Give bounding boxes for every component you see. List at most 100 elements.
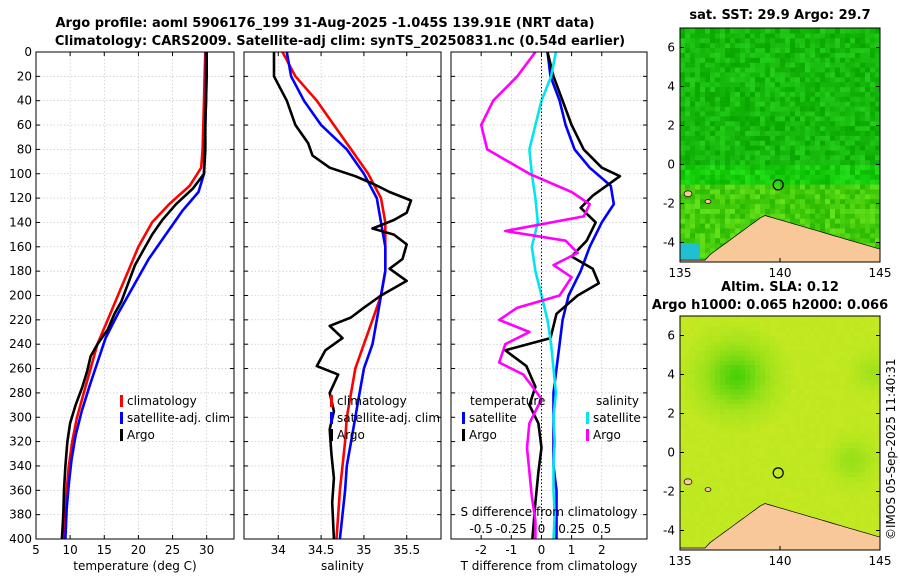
map-cell <box>845 413 851 419</box>
map-cell <box>805 369 811 376</box>
map-cell <box>750 81 756 88</box>
map-cell <box>760 345 766 351</box>
map-cell <box>740 57 746 63</box>
map-cell <box>800 476 806 483</box>
map-cell <box>845 154 851 161</box>
map-cell <box>850 457 856 463</box>
map-cell <box>805 403 811 410</box>
map-cell <box>790 437 796 444</box>
map-cell <box>845 62 851 68</box>
map-cell <box>740 67 746 73</box>
map-cell <box>695 428 701 434</box>
map-cell <box>700 184 706 190</box>
map-cell <box>720 472 726 478</box>
map-cell <box>830 159 836 166</box>
map-cell <box>685 413 691 419</box>
map-cell <box>790 120 796 127</box>
map-cell <box>710 452 716 458</box>
map-cell <box>815 437 821 444</box>
map-cell <box>705 433 711 439</box>
map-cell <box>825 52 831 58</box>
map-cell <box>690 325 696 332</box>
map-cell <box>810 213 816 219</box>
map-cell <box>785 325 791 332</box>
map-cell <box>775 213 781 219</box>
map-cell <box>875 374 880 380</box>
map-cell <box>755 403 761 410</box>
map-cell <box>745 403 751 410</box>
map-cell <box>835 71 841 78</box>
map-cell <box>800 486 806 493</box>
map-cell <box>830 96 836 102</box>
map-cell <box>845 340 851 346</box>
map-cell <box>710 67 716 73</box>
map-cell <box>720 110 726 117</box>
map-cell <box>740 423 746 429</box>
map-cell <box>825 159 831 166</box>
map-cell <box>745 159 751 166</box>
map-cell <box>840 130 846 136</box>
map-cell <box>865 76 871 83</box>
map-cell <box>760 452 766 458</box>
map-cell <box>740 340 746 346</box>
map-cell <box>720 403 726 410</box>
map-cell <box>815 169 821 175</box>
map-cell <box>685 218 691 224</box>
map-cell <box>870 355 876 361</box>
map-cell <box>715 433 721 439</box>
map-cell <box>820 154 826 161</box>
map-cell <box>705 398 711 405</box>
map-cell <box>805 511 811 517</box>
map-cell <box>830 227 836 234</box>
map-cell <box>685 535 691 541</box>
map-cell <box>740 325 746 332</box>
map-cell <box>775 67 781 73</box>
map-cell <box>700 545 706 550</box>
map-cell <box>725 227 731 234</box>
map-cell <box>740 154 746 161</box>
map-cell <box>765 91 771 97</box>
map-cell <box>760 203 766 209</box>
map-cell <box>835 81 841 88</box>
map-cell <box>715 71 721 78</box>
map-cell <box>730 476 736 483</box>
map-cell <box>730 320 736 327</box>
map-cell <box>810 120 816 127</box>
map-cell <box>715 159 721 166</box>
map-cell <box>765 193 771 200</box>
map-cell <box>860 379 866 385</box>
map-cell <box>790 316 796 322</box>
map-cell <box>775 359 781 366</box>
map-cell <box>845 149 851 156</box>
map-cell <box>685 223 691 229</box>
map-cell <box>685 110 691 117</box>
map-cell <box>845 120 851 127</box>
map-cell <box>815 149 821 156</box>
map-cell <box>755 193 761 200</box>
map-cell <box>855 433 861 439</box>
map-cell <box>865 501 871 507</box>
map-cell <box>850 120 856 127</box>
map-cell <box>700 398 706 405</box>
map-cell <box>840 193 846 200</box>
map-cell <box>770 394 776 400</box>
map-cell <box>800 164 806 170</box>
map-cell <box>715 32 721 39</box>
map-cell <box>860 486 866 493</box>
map-cell <box>865 140 871 146</box>
map-cell <box>720 154 726 161</box>
map-cell <box>795 330 801 337</box>
map-cell <box>700 203 706 209</box>
map-cell <box>855 125 861 131</box>
map-cell <box>720 96 726 102</box>
map-cell <box>695 67 701 73</box>
map-cell <box>855 81 861 88</box>
map-cell <box>705 67 711 73</box>
map-cell <box>745 106 751 112</box>
map-cell <box>735 106 741 112</box>
legend-label: climatology <box>127 394 197 408</box>
map-cell <box>715 423 721 429</box>
map-cell <box>720 350 726 356</box>
map-cell <box>800 106 806 112</box>
map-cell <box>705 340 711 346</box>
